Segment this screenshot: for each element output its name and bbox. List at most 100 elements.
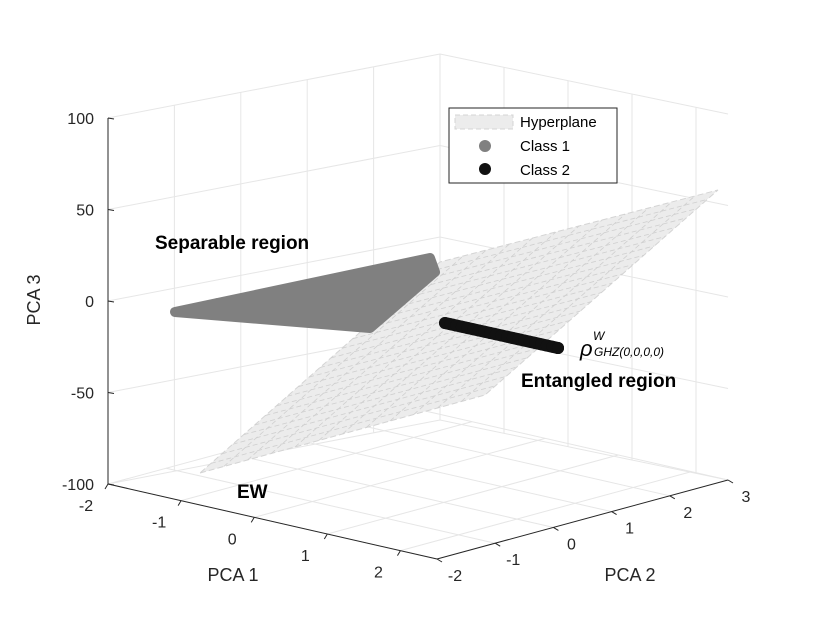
class1-point bbox=[273, 292, 284, 303]
y-tick-label: -1 bbox=[506, 552, 520, 569]
y-axis-ticks: -2 -1 0 1 2 3 bbox=[436, 479, 751, 585]
z-tick-label: 100 bbox=[67, 111, 94, 128]
class1-point bbox=[257, 289, 268, 300]
class1-point bbox=[291, 315, 302, 325]
class1-point bbox=[319, 284, 330, 295]
z-tick-mark bbox=[107, 392, 115, 394]
class1-point bbox=[277, 307, 288, 318]
class1-point bbox=[323, 301, 334, 312]
y-tick-label: -2 bbox=[448, 568, 462, 585]
hyperplane-mesh-line bbox=[247, 249, 487, 461]
class1-point bbox=[290, 284, 301, 295]
floor-grid-line-x bbox=[254, 437, 546, 518]
class1-point bbox=[400, 289, 411, 300]
class1-point bbox=[324, 311, 335, 321]
hyperplane-mesh-line bbox=[342, 225, 580, 435]
class1-point bbox=[290, 297, 301, 308]
hyperplane-mesh-line bbox=[365, 219, 603, 428]
y-axis-label: PCA 2 bbox=[604, 565, 655, 585]
separable-region-label: Separable region bbox=[155, 233, 309, 254]
class1-point bbox=[402, 259, 413, 270]
wall-grid-line-z bbox=[107, 144, 729, 210]
class1-point bbox=[412, 277, 423, 288]
hyperplane-mesh-line bbox=[270, 243, 510, 454]
class1-point bbox=[354, 280, 365, 291]
class1-point bbox=[377, 266, 388, 277]
class1-point bbox=[363, 307, 374, 318]
class1-point bbox=[299, 294, 310, 305]
class1-point bbox=[367, 290, 378, 301]
hyperplane-mesh bbox=[210, 195, 708, 467]
class1-point bbox=[332, 282, 343, 293]
z-tick-label: 50 bbox=[76, 203, 94, 220]
class1-point bbox=[203, 303, 214, 314]
entangled-region-label: Entangled region bbox=[521, 371, 676, 392]
hyperplane-mesh-line bbox=[210, 385, 496, 464]
x-axis-ticks: -2 -1 0 1 2 bbox=[79, 483, 401, 582]
class1-point bbox=[252, 311, 263, 322]
class1-point bbox=[212, 298, 223, 309]
y-tick-label: 3 bbox=[742, 489, 751, 506]
class1-point bbox=[373, 278, 384, 289]
class1-point bbox=[422, 263, 433, 274]
x-axis-label: PCA 1 bbox=[207, 565, 258, 585]
x-tick-label: -1 bbox=[152, 515, 166, 532]
floor-grid-line-y bbox=[224, 451, 554, 528]
wall-grid-line-z bbox=[107, 419, 729, 485]
y-tick-mark bbox=[727, 479, 734, 484]
floor-grid-line-x bbox=[400, 471, 692, 552]
legend: Hyperplane Class 1 Class 2 bbox=[448, 107, 618, 184]
y-tick-mark bbox=[669, 495, 676, 500]
legend-class2-label: Class 2 bbox=[520, 162, 570, 179]
floor-grid-line-y bbox=[340, 420, 670, 497]
z-axis-ticks: 100 50 0 -50 -100 bbox=[62, 111, 115, 494]
class1-point bbox=[335, 274, 346, 285]
y-tick-mark bbox=[553, 526, 559, 531]
floor-grid-line-x bbox=[327, 454, 619, 535]
hyperplane-mesh-line bbox=[265, 338, 549, 416]
class1-point bbox=[346, 290, 357, 301]
class2-endpoint bbox=[552, 342, 564, 354]
x-tick-label: 2 bbox=[374, 565, 383, 582]
class2-points bbox=[439, 317, 564, 354]
class1-point bbox=[220, 305, 231, 315]
legend-class1-label: Class 1 bbox=[520, 138, 570, 155]
class1-point bbox=[194, 302, 205, 313]
class1-point bbox=[303, 304, 314, 315]
legend-class1-marker bbox=[479, 140, 491, 152]
class1-point bbox=[313, 277, 324, 288]
class1-point bbox=[384, 274, 395, 285]
hyperplane-mesh-line bbox=[223, 255, 464, 467]
z-tick-label: -50 bbox=[71, 386, 94, 403]
x-tick-mark bbox=[250, 517, 255, 523]
legend-class2-marker bbox=[479, 163, 491, 175]
class1-point bbox=[372, 304, 383, 315]
class1-point bbox=[364, 277, 375, 288]
class1-points bbox=[170, 253, 440, 333]
y-tick-label: 1 bbox=[625, 521, 634, 538]
z-tick-mark bbox=[107, 483, 115, 486]
x-tick-mark bbox=[397, 550, 401, 556]
legend-hyperplane-label: Hyperplane bbox=[520, 114, 597, 131]
rho-symbol: ρ bbox=[579, 336, 593, 361]
class1-point bbox=[392, 269, 403, 280]
y-tick-mark bbox=[494, 542, 501, 547]
floor-grid-line-y bbox=[398, 404, 729, 481]
x-tick-mark bbox=[177, 500, 182, 506]
z-tick-mark bbox=[107, 117, 115, 120]
class1-point bbox=[394, 296, 405, 307]
floor-grid-line-x bbox=[180, 421, 473, 502]
class1-point bbox=[311, 294, 322, 305]
y-tick-mark bbox=[611, 511, 617, 516]
class1-point bbox=[388, 261, 398, 272]
class1-point bbox=[383, 300, 394, 311]
class1-point bbox=[242, 303, 253, 314]
z-tick-mark bbox=[107, 300, 115, 303]
legend-hyperplane-swatch bbox=[454, 114, 514, 130]
z-tick-label: 0 bbox=[85, 294, 94, 311]
wall-grid-line-z bbox=[107, 53, 729, 119]
hyperplane-mesh-line bbox=[389, 213, 626, 422]
y-axis-line bbox=[436, 479, 729, 560]
class1-point bbox=[241, 312, 252, 323]
